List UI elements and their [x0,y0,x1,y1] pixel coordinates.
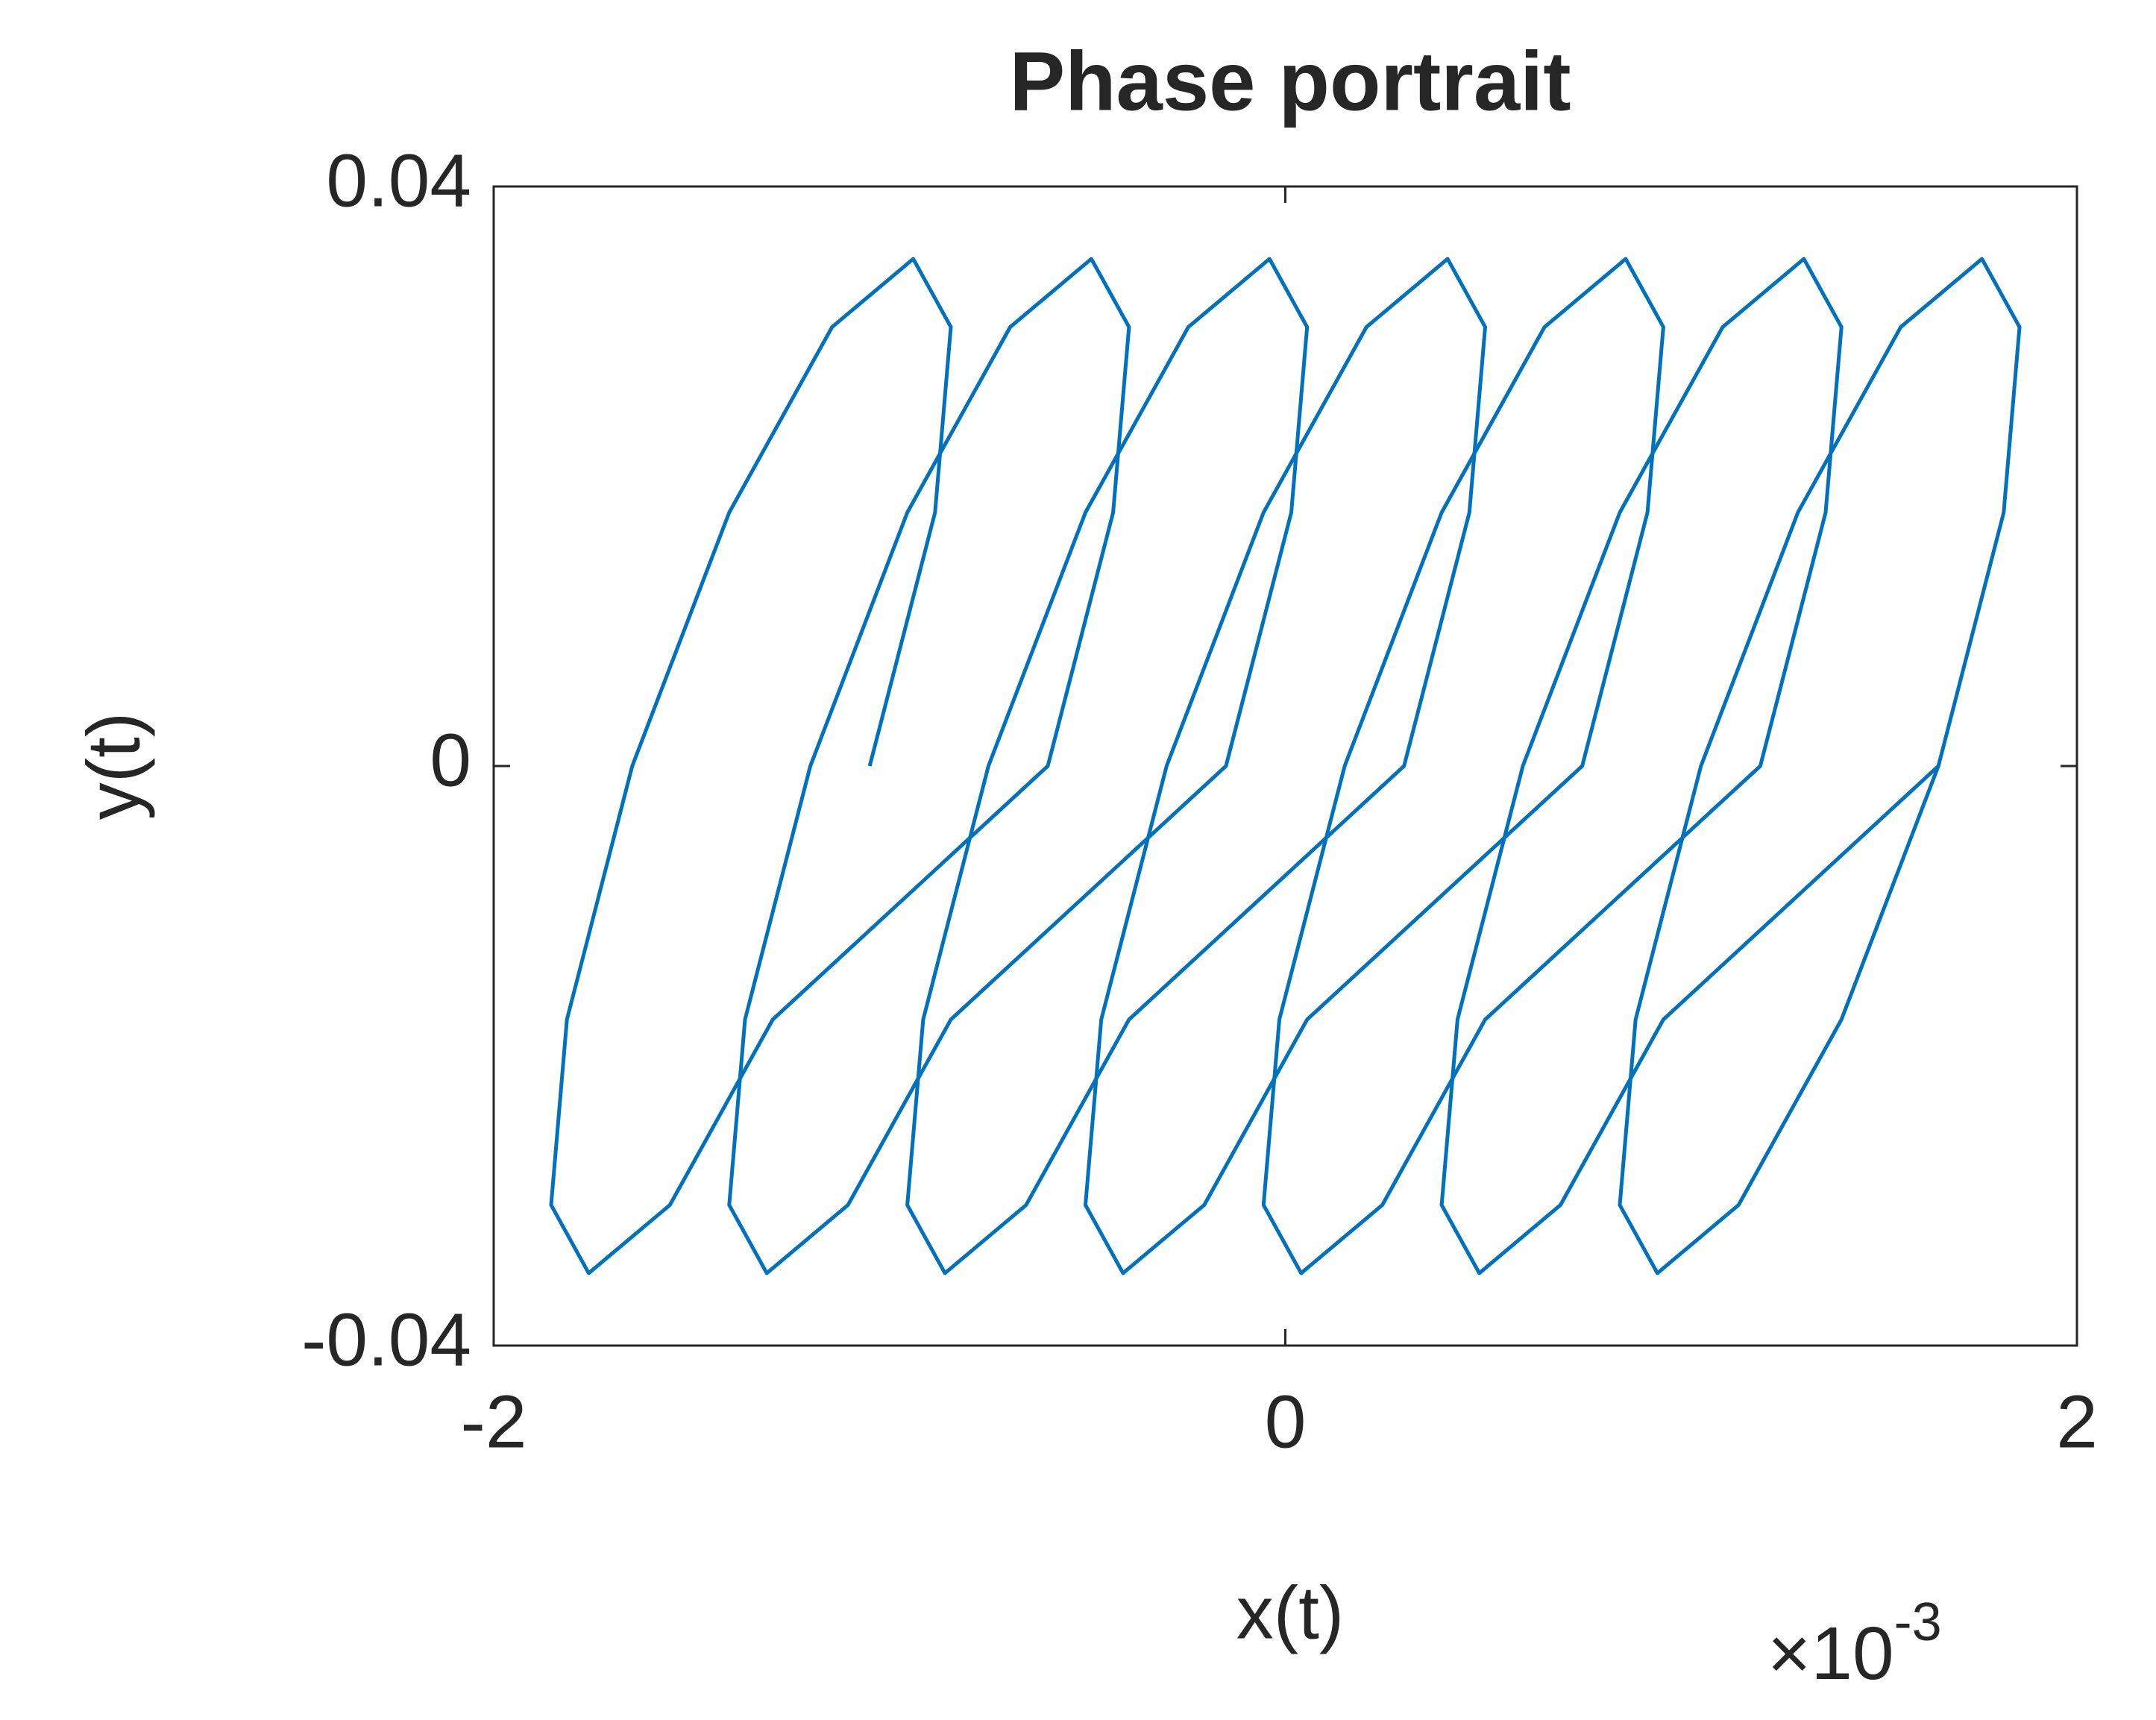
x-axis-label: x(t) [1236,1571,1344,1654]
y-tick-label: 0 [430,718,471,802]
x-tick-label: 0 [1265,1380,1307,1463]
chart-title: Phase portrait [1009,35,1571,128]
x-exponent: ×10-3 [1767,1592,1942,1695]
trajectory-line [549,257,2022,1275]
x-tick-label: 2 [2056,1380,2098,1463]
y-tick-label: -0.04 [301,1298,471,1381]
x-tick-label: -2 [461,1380,527,1463]
x-multiplier: ×10 [1767,1612,1894,1695]
axes-box [492,185,2078,1347]
y-tick-label: 0.04 [326,139,471,222]
y-axis-label: y(t) [72,712,155,820]
x-exponent-power: -3 [1894,1592,1942,1652]
